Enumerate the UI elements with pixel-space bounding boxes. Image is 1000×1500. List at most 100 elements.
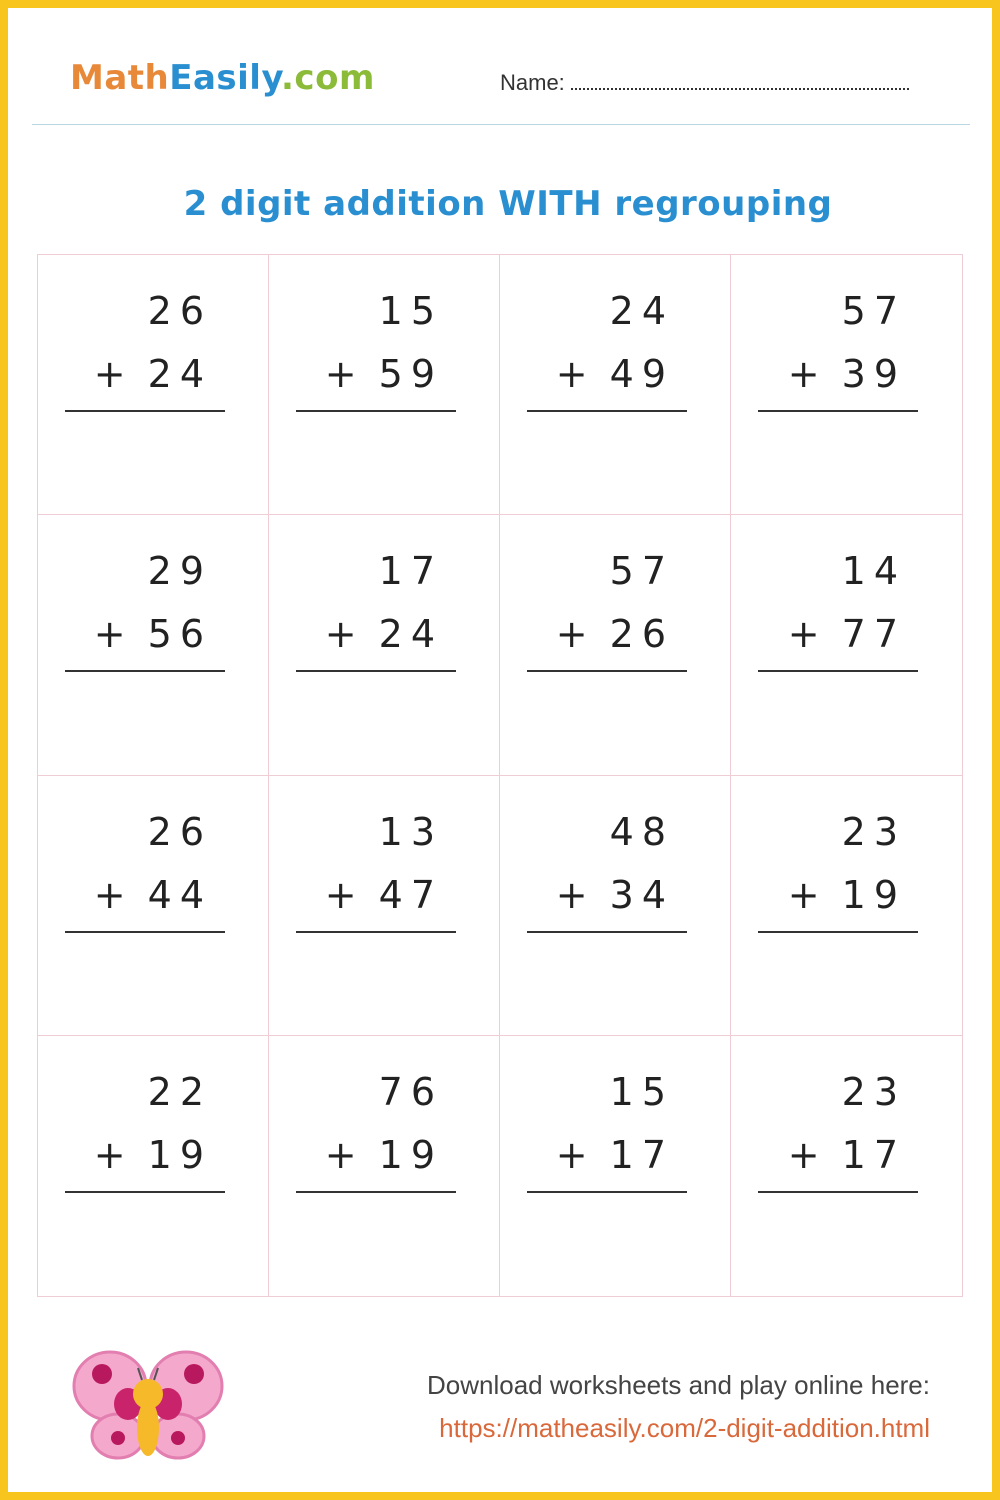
addend-bottom-value: 24	[147, 352, 212, 396]
plus-sign: +	[324, 612, 365, 657]
addend-top: 15	[609, 1069, 674, 1114]
plus-sign: +	[324, 872, 365, 917]
problem-cell: 76 +19	[269, 1035, 500, 1296]
addend-top: 57	[609, 549, 674, 594]
problem-cell: 17 +24	[269, 515, 500, 776]
problem-cell: 22 +19	[38, 1035, 269, 1296]
answer-line	[758, 410, 918, 412]
problem-cell: 57 +39	[731, 255, 962, 516]
addend-top: 26	[147, 809, 212, 854]
answer-line	[758, 1190, 918, 1193]
plus-sign: +	[324, 352, 365, 396]
addend-top: 76	[378, 1069, 443, 1114]
addend-top: 26	[147, 289, 212, 333]
logo-com: .com	[281, 58, 375, 98]
plus-sign: +	[555, 352, 596, 396]
addend-bottom: +34	[556, 873, 674, 917]
plus-sign: +	[93, 612, 134, 657]
addend-top: 23	[841, 1069, 906, 1114]
plus-sign: +	[93, 352, 134, 396]
answer-line	[758, 930, 918, 933]
addend-bottom-value: 19	[841, 872, 906, 917]
answer-line	[65, 1190, 225, 1193]
answer-line	[527, 670, 687, 673]
plus-sign: +	[787, 872, 828, 917]
problem-cell: 48 +34	[500, 775, 731, 1036]
answer-line	[758, 670, 918, 673]
addend-bottom-value: 59	[378, 352, 443, 396]
plus-sign: +	[93, 1132, 134, 1177]
addend-bottom: +19	[788, 873, 906, 917]
plus-sign: +	[787, 352, 828, 396]
addend-bottom-value: 24	[378, 612, 443, 657]
problem-cell: 24 +49	[500, 255, 731, 516]
worksheet: MathEasily.com Name: 2 digit addition WI…	[8, 8, 992, 1492]
answer-line	[296, 410, 456, 412]
plus-sign: +	[93, 872, 134, 917]
addend-bottom: +24	[325, 612, 443, 656]
addend-top: 23	[841, 809, 906, 854]
problem-cell: 29 +56	[38, 515, 269, 776]
answer-line	[65, 410, 225, 412]
addend-bottom-value: 44	[147, 872, 212, 917]
addend-top: 13	[378, 809, 443, 854]
addend-bottom: +56	[94, 612, 212, 656]
problem-cell: 13 +47	[269, 775, 500, 1036]
addend-bottom-value: 47	[378, 872, 443, 917]
name-line	[570, 74, 909, 90]
answer-line	[296, 930, 456, 933]
addend-bottom-value: 56	[147, 612, 212, 657]
problem-cell: 26 +44	[38, 775, 269, 1036]
answer-line	[65, 930, 225, 933]
footer-text: Download worksheets and play online here…	[427, 1370, 930, 1400]
plus-sign: +	[787, 612, 828, 657]
plus-sign: +	[555, 872, 596, 917]
addend-bottom: +17	[556, 1133, 674, 1177]
logo: MathEasily.com	[70, 58, 375, 98]
addend-bottom: +47	[325, 873, 443, 917]
problem-cell: 26 +24	[38, 255, 269, 516]
butterfly-icon	[72, 1350, 224, 1460]
answer-line	[296, 670, 456, 673]
problem-cell: 57 +26	[500, 515, 731, 776]
logo-math: Math	[70, 58, 170, 98]
problem-grid: 26 +24 15 +59 24 +49 57 +39 29 +56 17 +2…	[37, 254, 963, 1297]
addend-top: 48	[609, 809, 674, 854]
addend-top: 57	[841, 289, 906, 333]
addend-top: 22	[147, 1069, 212, 1114]
answer-line	[65, 670, 225, 673]
addend-bottom-value: 17	[841, 1132, 906, 1177]
addend-bottom: +19	[325, 1133, 443, 1177]
plus-sign: +	[787, 1132, 828, 1177]
divider	[32, 124, 970, 125]
addend-top: 29	[147, 549, 212, 594]
answer-line	[296, 1190, 456, 1193]
addend-bottom-value: 19	[147, 1132, 212, 1177]
addend-bottom-value: 34	[609, 872, 674, 917]
addend-bottom-value: 17	[609, 1132, 674, 1177]
name-label: Name:	[500, 70, 565, 95]
addend-bottom-value: 26	[609, 612, 674, 657]
logo-easily: Easily	[169, 58, 282, 98]
addend-bottom: +49	[556, 352, 674, 396]
answer-line	[527, 1190, 687, 1193]
addend-bottom: +19	[94, 1133, 212, 1177]
plus-sign: +	[324, 1132, 365, 1177]
addend-bottom: +26	[556, 612, 674, 656]
addend-bottom: +44	[94, 873, 212, 917]
answer-line	[527, 410, 687, 412]
problem-cell: 14 +77	[731, 515, 962, 776]
addend-bottom: +77	[788, 612, 906, 656]
plus-sign: +	[555, 612, 596, 657]
name-field: Name:	[500, 70, 909, 96]
footer-link[interactable]: https://matheasily.com/2-digit-addition.…	[439, 1413, 930, 1443]
addend-top: 24	[609, 289, 674, 333]
addend-bottom-value: 39	[841, 352, 906, 396]
worksheet-title: 2 digit addition WITH regrouping	[183, 184, 833, 224]
addend-bottom: +39	[788, 352, 906, 396]
problem-cell: 23 +19	[731, 776, 962, 1036]
addend-top: 15	[378, 289, 443, 333]
plus-sign: +	[555, 1132, 596, 1177]
problem-cell: 23 +17	[731, 1036, 962, 1296]
problem-cell: 15 +59	[269, 255, 500, 516]
